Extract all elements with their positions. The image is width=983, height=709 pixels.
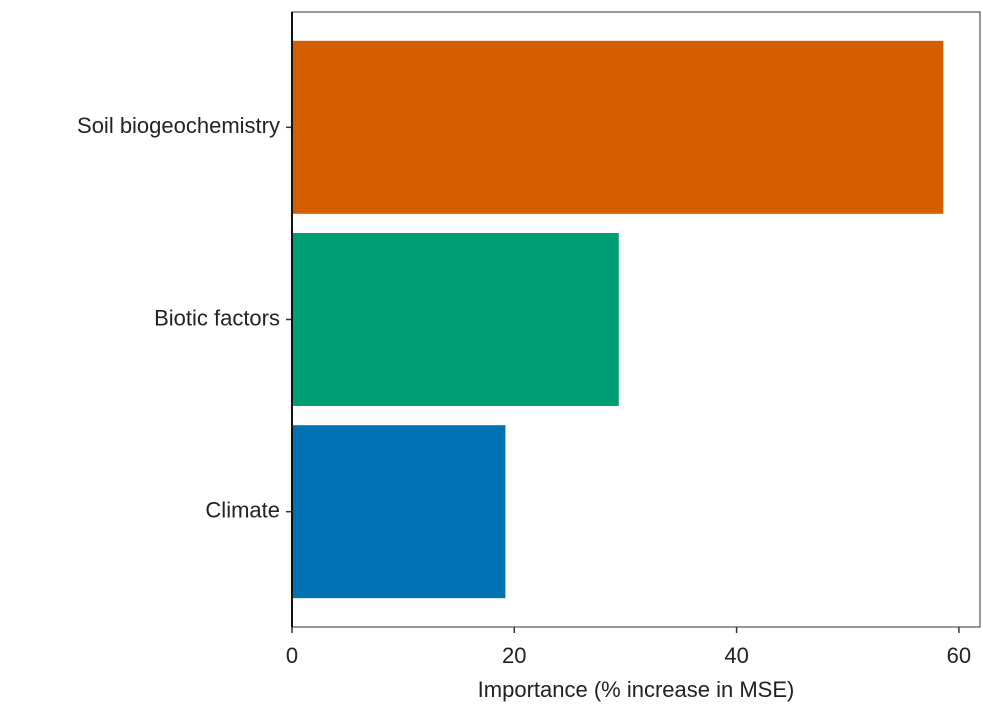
bar <box>292 40 944 214</box>
x-tick-label: 0 <box>286 643 298 668</box>
x-tick-label: 40 <box>724 643 748 668</box>
y-tick-label: Biotic factors <box>154 305 280 330</box>
bar <box>292 233 619 406</box>
bar <box>292 425 506 599</box>
x-tick-label: 20 <box>502 643 526 668</box>
y-tick-label: Climate <box>205 498 280 523</box>
x-tick-label: 60 <box>947 643 971 668</box>
y-tick-label: Soil biogeochemistry <box>77 113 280 138</box>
x-axis-title: Importance (% increase in MSE) <box>478 677 795 702</box>
